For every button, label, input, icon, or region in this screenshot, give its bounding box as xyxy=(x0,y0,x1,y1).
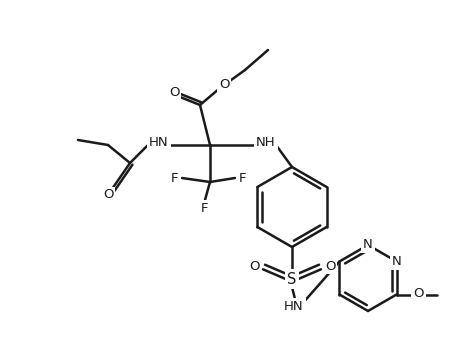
Text: O: O xyxy=(249,260,259,272)
Text: F: F xyxy=(171,172,179,184)
Text: NH: NH xyxy=(256,135,276,148)
Text: N: N xyxy=(392,255,401,268)
Text: N: N xyxy=(363,238,373,252)
Text: HN: HN xyxy=(149,135,169,148)
Text: S: S xyxy=(287,271,297,286)
Text: F: F xyxy=(201,202,209,214)
Text: O: O xyxy=(103,189,113,202)
Text: O: O xyxy=(325,260,335,272)
Text: HN: HN xyxy=(284,299,304,312)
Text: O: O xyxy=(169,87,179,100)
Text: F: F xyxy=(238,172,246,184)
Text: O: O xyxy=(219,78,229,91)
Text: O: O xyxy=(414,287,424,300)
